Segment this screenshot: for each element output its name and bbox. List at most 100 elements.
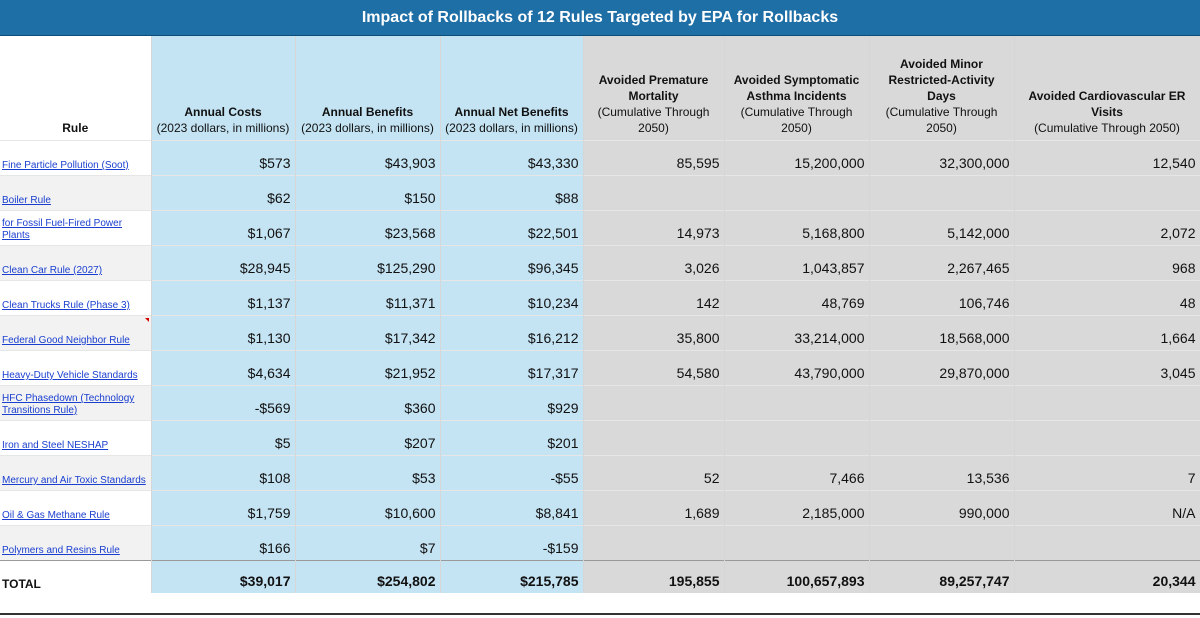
table-row: HFC Phasedown (Technology Transitions Ru… [0, 385, 1200, 421]
comment-indicator [145, 318, 149, 322]
avoided-asthma-cell: 5,168,800 [724, 210, 870, 246]
annual-net-benefits-cell: $201 [440, 420, 584, 456]
rule-cell: HFC Phasedown (Technology Transitions Ru… [0, 385, 152, 421]
annual-benefits-cell: $7 [295, 525, 441, 561]
annual-costs-cell: $1,759 [151, 490, 296, 526]
annual-costs-cell: $1,067 [151, 210, 296, 246]
rule-cell: for Fossil Fuel-Fired Power Plants [0, 210, 152, 246]
avoided-restricted-days-cell [869, 420, 1015, 456]
table-row: Oil & Gas Methane Rule $1,759 $10,600 $8,84… [0, 490, 1200, 526]
rule-link[interactable]: Clean Car Rule (2027) [2, 265, 103, 276]
rule-link[interactable]: Mercury and Air Toxic Standards [2, 475, 146, 486]
rule-link[interactable]: Polymers and Resins Rule [2, 545, 120, 556]
annual-net-benefits-cell: $17,317 [440, 350, 584, 386]
table-row: Clean Car Rule (2027) $28,945 $125,290 $96,… [0, 245, 1200, 281]
avoided-asthma-cell [724, 385, 870, 421]
rule-cell: Clean Car Rule (2027) [0, 245, 152, 281]
annual-costs-cell: $5 [151, 420, 296, 456]
avoided-mortality-cell: 54,580 [583, 350, 725, 386]
total-days: 89,257,747 [869, 560, 1015, 593]
avoided-er-visits-cell: 3,045 [1014, 350, 1200, 386]
table-body: Fine Particle Pollution (Soot) $573 $43,90… [0, 140, 1200, 593]
header-annual-benefits: Annual Benefits (2023 dollars, in million… [295, 36, 441, 141]
header-avoided-mortality: Avoided Premature Mortality (Cumulative T… [583, 36, 725, 141]
rule-link[interactable]: Clean Trucks Rule (Phase 3) [2, 300, 130, 311]
rule-link[interactable]: Federal Good Neighbor Rule [2, 335, 130, 346]
avoided-er-visits-cell: N/A [1014, 490, 1200, 526]
annual-costs-cell: $573 [151, 140, 296, 176]
table-row: Fine Particle Pollution (Soot) $573 $43,90… [0, 140, 1200, 176]
rule-link[interactable]: Iron and Steel NESHAP [2, 440, 109, 451]
header-avoided-asthma: Avoided Symptomatic Asthma Incidents (Cum… [724, 36, 870, 141]
rule-link[interactable]: for Fossil Fuel-Fired Power Plants [2, 218, 123, 241]
total-mortality: 195,855 [583, 560, 725, 593]
annual-net-benefits-cell: $88 [440, 175, 584, 211]
annual-net-benefits-cell: -$55 [440, 455, 584, 491]
table-row: Iron and Steel NESHAP $5 $207 $201 [0, 420, 1200, 456]
avoided-asthma-cell: 2,185,000 [724, 490, 870, 526]
annual-costs-cell: $1,130 [151, 315, 296, 351]
table-row: Mercury and Air Toxic Standards $108 $53 -$… [0, 455, 1200, 491]
rule-cell: Fine Particle Pollution (Soot) [0, 140, 152, 176]
avoided-restricted-days-cell [869, 175, 1015, 211]
total-label: TOTAL [0, 560, 152, 593]
avoided-restricted-days-cell [869, 385, 1015, 421]
avoided-asthma-cell [724, 420, 870, 456]
table-row: Clean Trucks Rule (Phase 3) $1,137 $11,371… [0, 280, 1200, 316]
rule-link[interactable]: Fine Particle Pollution (Soot) [2, 160, 129, 171]
annual-net-benefits-cell: $10,234 [440, 280, 584, 316]
avoided-er-visits-cell [1014, 420, 1200, 456]
rule-link[interactable]: Oil & Gas Methane Rule [2, 510, 110, 521]
annual-net-benefits-cell: $43,330 [440, 140, 584, 176]
annual-benefits-cell: $43,903 [295, 140, 441, 176]
avoided-restricted-days-cell: 990,000 [869, 490, 1015, 526]
annual-net-benefits-cell: -$159 [440, 525, 584, 561]
bottom-border [0, 613, 1200, 615]
avoided-asthma-cell: 43,790,000 [724, 350, 870, 386]
avoided-restricted-days-cell: 32,300,000 [869, 140, 1015, 176]
rollbacks-table: Rule Annual Costs (2023 dollars, in milli… [0, 36, 1200, 593]
annual-benefits-cell: $10,600 [295, 490, 441, 526]
total-asthma: 100,657,893 [724, 560, 870, 593]
total-costs: $39,017 [151, 560, 296, 593]
rule-link[interactable]: Heavy-Duty Vehicle Standards [2, 370, 138, 381]
table-row: Polymers and Resins Rule $166 $7 -$159 [0, 525, 1200, 561]
avoided-mortality-cell [583, 385, 725, 421]
rule-cell: Federal Good Neighbor Rule [0, 315, 152, 351]
annual-net-benefits-cell: $22,501 [440, 210, 584, 246]
avoided-er-visits-cell [1014, 525, 1200, 561]
avoided-er-visits-cell: 968 [1014, 245, 1200, 281]
annual-costs-cell: $108 [151, 455, 296, 491]
avoided-mortality-cell: 1,689 [583, 490, 725, 526]
avoided-asthma-cell: 48,769 [724, 280, 870, 316]
rule-cell: Boiler Rule [0, 175, 152, 211]
table-row: Federal Good Neighbor Rule $1,130 $17,342 $… [0, 315, 1200, 351]
total-row: TOTAL $39,017 $254,802 $215,785 195,855 … [0, 560, 1200, 593]
avoided-asthma-cell: 7,466 [724, 455, 870, 491]
avoided-mortality-cell [583, 175, 725, 211]
annual-net-benefits-cell: $16,212 [440, 315, 584, 351]
annual-costs-cell: -$569 [151, 385, 296, 421]
table-row: Heavy-Duty Vehicle Standards $4,634 $21,95… [0, 350, 1200, 386]
header-annual-net-benefits: Annual Net Benefits (2023 dollars, in mil… [440, 36, 584, 141]
annual-costs-cell: $166 [151, 525, 296, 561]
avoided-er-visits-cell [1014, 385, 1200, 421]
annual-benefits-cell: $17,342 [295, 315, 441, 351]
avoided-er-visits-cell: 1,664 [1014, 315, 1200, 351]
avoided-asthma-cell: 1,043,857 [724, 245, 870, 281]
avoided-restricted-days-cell: 2,267,465 [869, 245, 1015, 281]
annual-benefits-cell: $207 [295, 420, 441, 456]
rule-link[interactable]: HFC Phasedown (Technology Transitions Ru… [2, 393, 135, 416]
table-title: Impact of Rollbacks of 12 Rules Targeted… [0, 0, 1200, 36]
annual-net-benefits-cell: $8,841 [440, 490, 584, 526]
avoided-restricted-days-cell: 18,568,000 [869, 315, 1015, 351]
rule-link[interactable]: Boiler Rule [2, 195, 51, 206]
header-row: Rule Annual Costs (2023 dollars, in milli… [0, 36, 1200, 141]
avoided-asthma-cell: 15,200,000 [724, 140, 870, 176]
avoided-mortality-cell: 142 [583, 280, 725, 316]
avoided-mortality-cell: 14,973 [583, 210, 725, 246]
annual-benefits-cell: $150 [295, 175, 441, 211]
avoided-mortality-cell: 52 [583, 455, 725, 491]
annual-costs-cell: $4,634 [151, 350, 296, 386]
